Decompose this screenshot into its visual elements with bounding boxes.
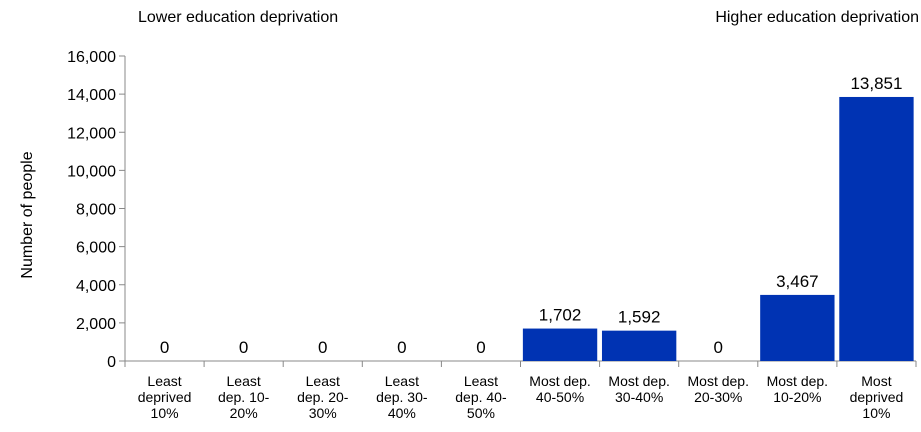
y-tick-label: 12,000	[67, 125, 116, 142]
x-tick-label: Most deprived 10%	[850, 373, 904, 421]
x-tick-label: Most dep. 30-40%	[608, 373, 669, 405]
y-tick-label: 16,000	[67, 49, 116, 66]
y-axis-label: Number of people	[19, 151, 36, 279]
data-label: 1,702	[539, 306, 582, 325]
x-tick-label: Least dep. 20-30%	[297, 373, 349, 421]
x-tick-label: Most dep. 20-30%	[688, 373, 749, 405]
bar	[760, 294, 835, 361]
y-tick-label: 14,000	[67, 87, 116, 104]
y-tick-label: 10,000	[67, 163, 116, 180]
x-tick-label: Most dep. 10-20%	[767, 373, 828, 405]
data-label: 0	[318, 338, 327, 357]
y-tick-label: 2,000	[76, 316, 116, 333]
y-tick-label: 4,000	[76, 278, 116, 295]
x-tick-label: Least dep. 30-40%	[376, 373, 428, 421]
bar	[601, 330, 677, 361]
annotation-higher-deprivation: Higher education deprivation	[715, 9, 919, 26]
data-label: 3,467	[776, 272, 819, 291]
y-tick-label: 8,000	[76, 202, 116, 219]
annotation-lower-deprivation: Lower education deprivation	[138, 9, 339, 26]
data-label: 13,851	[850, 74, 902, 93]
bar	[839, 96, 914, 362]
bar	[522, 328, 598, 361]
data-label: 1,592	[618, 308, 661, 327]
x-tick-label: Least dep. 10-20%	[218, 373, 270, 421]
data-label: 0	[239, 338, 248, 357]
x-tick-label: Least deprived 10%	[138, 373, 192, 421]
x-tick-label: Most dep. 40-50%	[529, 373, 590, 405]
x-tick-label: Least dep. 40-50%	[455, 373, 507, 421]
data-label: 0	[476, 338, 485, 357]
data-label: 0	[714, 338, 723, 357]
data-label: 0	[397, 338, 406, 357]
y-tick-label: 6,000	[76, 240, 116, 257]
y-tick-label: 0	[107, 354, 116, 371]
data-label: 0	[160, 338, 169, 357]
